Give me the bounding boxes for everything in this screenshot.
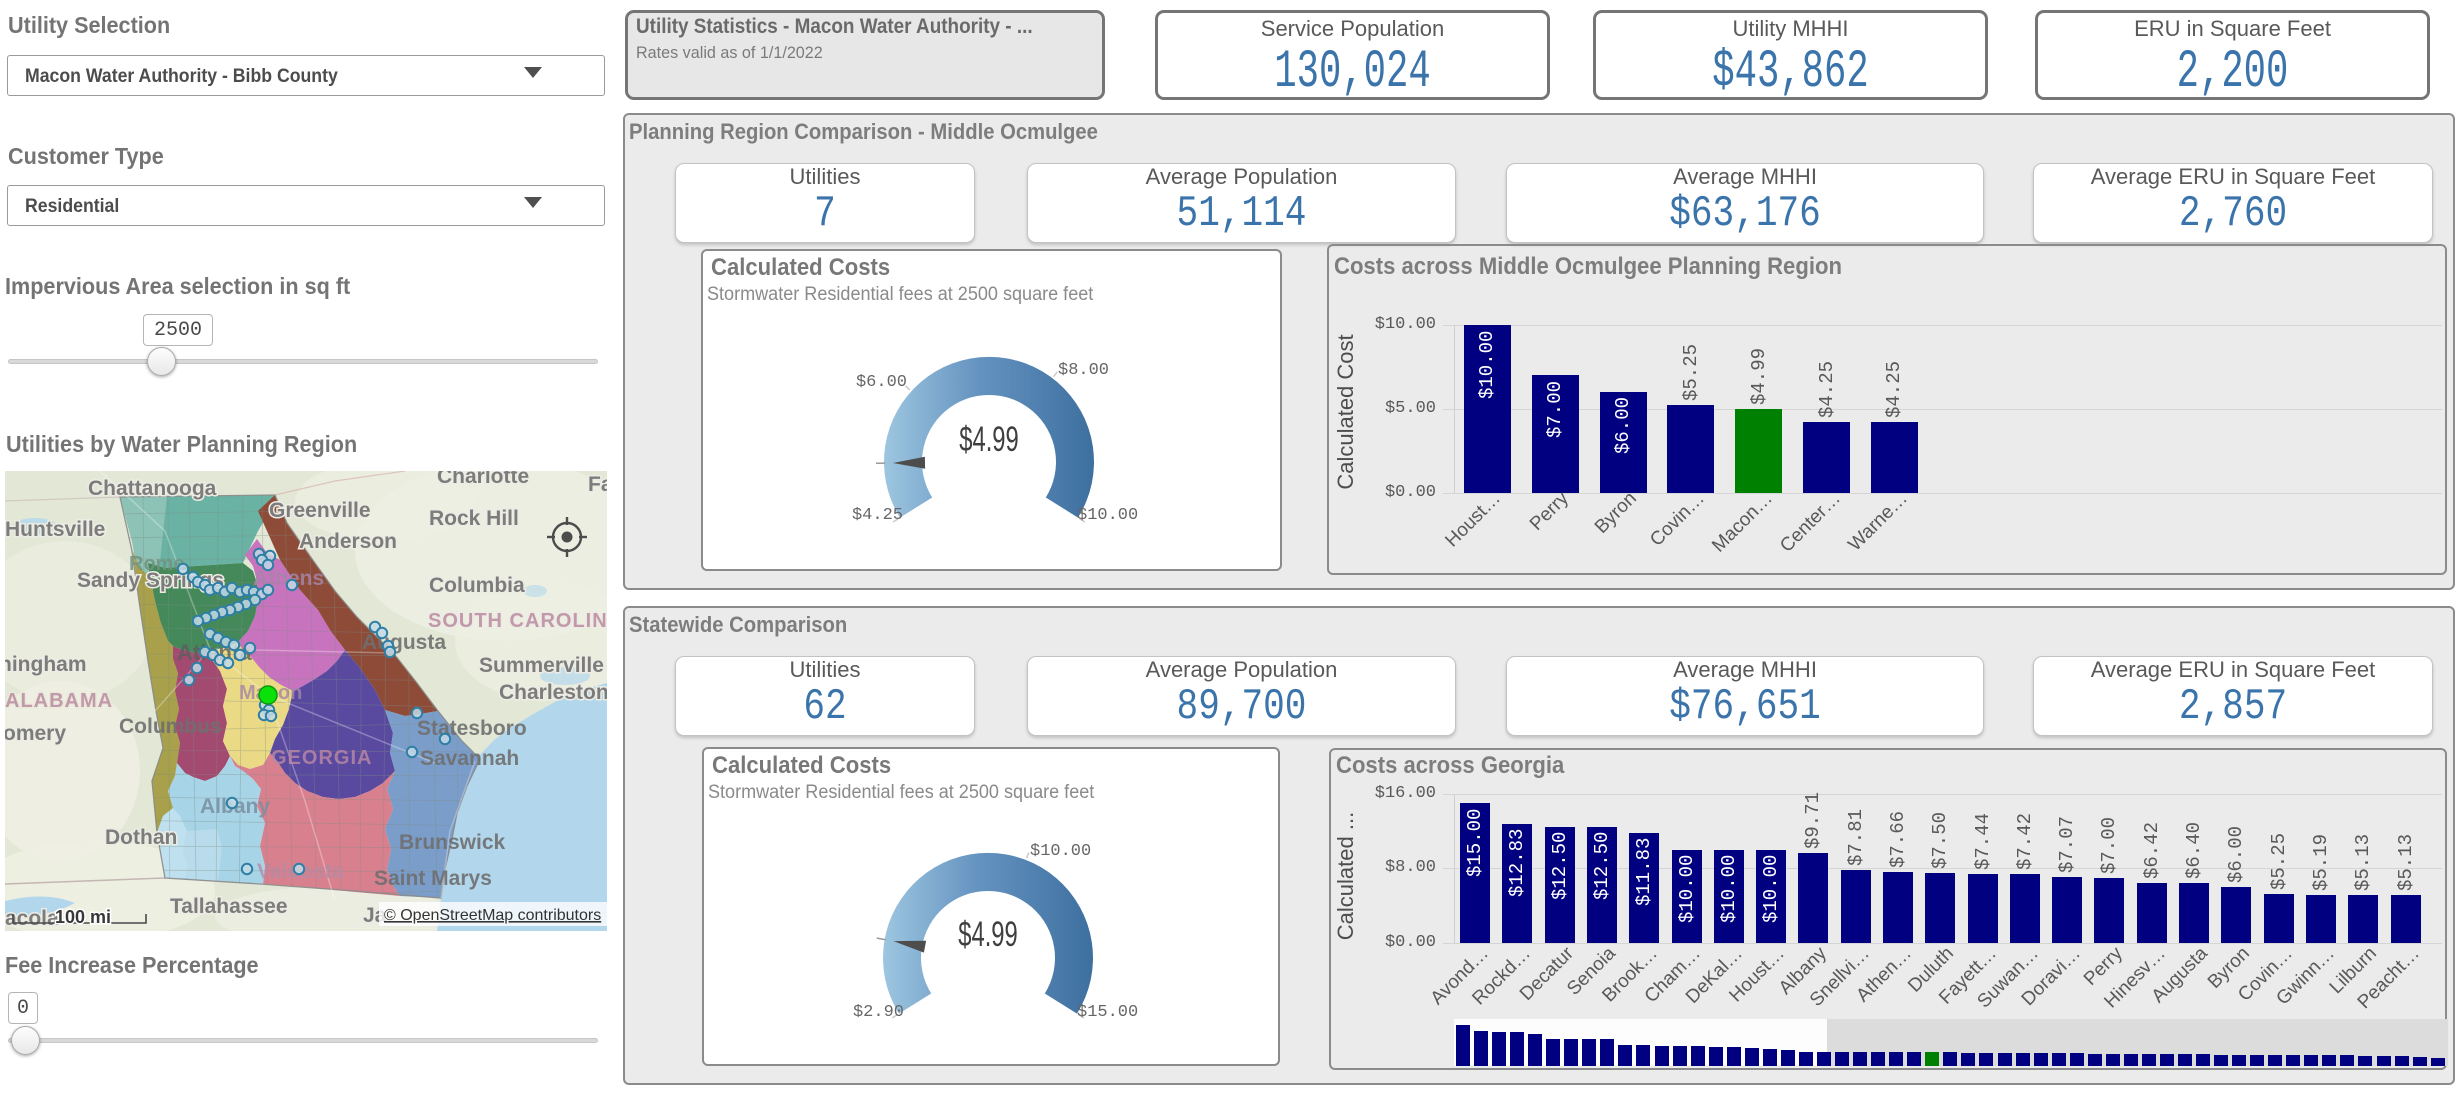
svg-text:Rock Hill: Rock Hill	[429, 507, 519, 530]
svg-text:Huntsville: Huntsville	[5, 518, 105, 541]
svg-text:Summerville: Summerville	[479, 654, 604, 677]
svg-text:© OpenStreetMap contributors: © OpenStreetMap contributors	[384, 907, 601, 924]
svg-text:Rome: Rome	[129, 553, 185, 575]
svg-text:ALABAMA: ALABAMA	[5, 690, 113, 712]
svg-text:Dothan: Dothan	[105, 826, 177, 849]
svg-text:omery: omery	[5, 722, 66, 745]
svg-text:Columbia: Columbia	[429, 574, 525, 597]
svg-text:Savannah: Savannah	[420, 747, 519, 770]
svg-text:SOUTH CAROLINA: SOUTH CAROLINA	[428, 610, 607, 632]
svg-text:Greenville: Greenville	[269, 499, 371, 522]
svg-text:GEORGIA: GEORGIA	[271, 747, 372, 769]
svg-text:Chattanooga: Chattanooga	[88, 477, 217, 500]
svg-text:ningham: ningham	[5, 653, 87, 676]
svg-text:Anderson: Anderson	[299, 530, 397, 553]
svg-text:Tallahassee: Tallahassee	[170, 895, 288, 918]
svg-text:Charleston: Charleston	[499, 681, 607, 704]
svg-text:Augusta: Augusta	[362, 631, 446, 654]
svg-text:100 mi: 100 mi	[55, 907, 111, 927]
svg-text:Columbus: Columbus	[119, 715, 222, 738]
svg-text:Statesboro: Statesboro	[417, 717, 527, 740]
svg-text:Saint Marys: Saint Marys	[374, 867, 492, 890]
svg-text:Fay: Fay	[588, 473, 607, 496]
svg-text:Brunswick: Brunswick	[399, 831, 506, 854]
svg-text:Charlotte: Charlotte	[437, 471, 529, 488]
